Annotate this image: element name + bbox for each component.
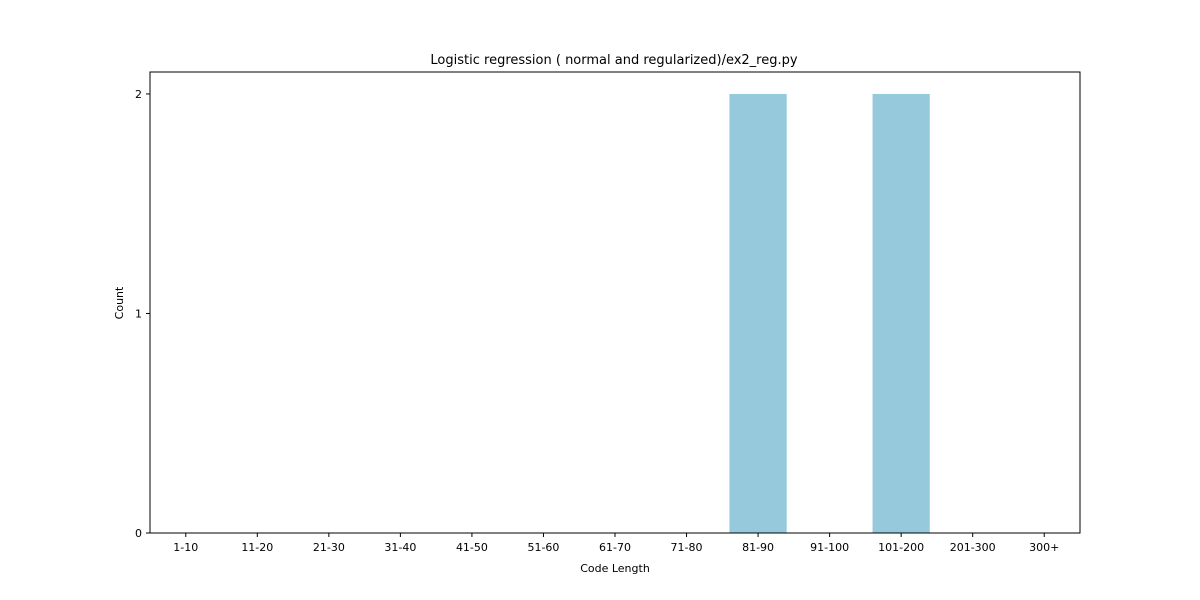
x-tick-label: 300+ [1029, 541, 1059, 554]
bars-layer [729, 93, 930, 533]
x-tick-label: 11-20 [241, 541, 273, 554]
x-tick-label: 1-10 [173, 541, 198, 554]
x-tick-label: 101-200 [878, 541, 924, 554]
x-tick-label: 71-80 [671, 541, 703, 554]
x-tick-label: 31-40 [384, 541, 416, 554]
x-axis: 1-10 11-20 21-30 31-40 41-50 51-60 61-70 71-80 8… [173, 533, 1059, 554]
x-tick-label: 81-90 [742, 541, 774, 554]
x-axis-label: Code Length [580, 562, 650, 575]
x-tick-label: 61-70 [599, 541, 631, 554]
y-axis: 0 1 2 [135, 88, 150, 540]
bar-81-90 [729, 93, 787, 533]
x-tick-label: 21-30 [313, 541, 345, 554]
y-tick-label: 1 [135, 307, 142, 320]
x-tick-label: 41-50 [456, 541, 488, 554]
chart-title: Logistic regression ( normal and regular… [430, 53, 797, 68]
x-tick-label: 51-60 [527, 541, 559, 554]
x-tick-label: 91-100 [810, 541, 849, 554]
y-axis-label: Count [113, 286, 126, 319]
y-tick-label: 2 [135, 88, 142, 101]
y-tick-label: 0 [135, 527, 142, 540]
bar-101-200 [872, 93, 930, 533]
plot-frame [149, 71, 1081, 534]
x-tick-label: 201-300 [950, 541, 996, 554]
